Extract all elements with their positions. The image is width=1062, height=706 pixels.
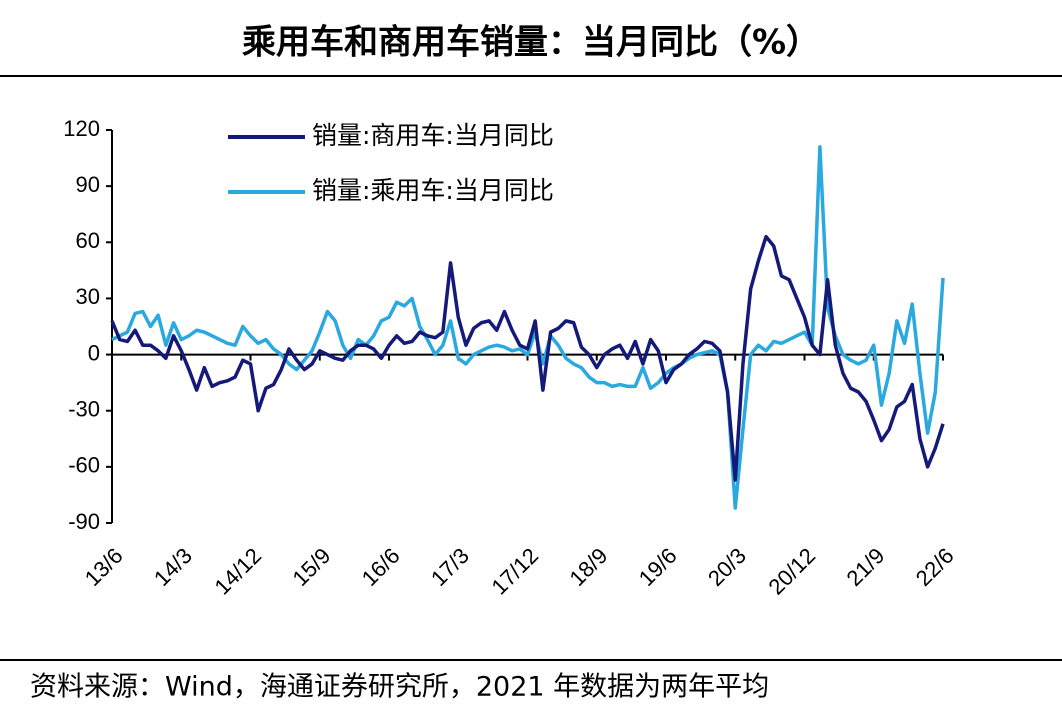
series-line [110, 234, 945, 482]
x-tick-label: 15/9 [287, 543, 335, 591]
y-tick-label: -90 [68, 509, 100, 534]
y-tick-label: 90 [76, 172, 100, 197]
y-tick-label: -30 [68, 397, 100, 422]
x-tick-label: 13/6 [80, 543, 128, 591]
footer: 资料来源：Wind，海通证券研究所，2021 年数据为两年平均 [30, 672, 769, 703]
y-tick-label: 0 [88, 340, 100, 365]
y-tick-label: 30 [76, 284, 100, 309]
x-tick-label: 21/9 [841, 543, 889, 591]
x-tick-label: 17/3 [426, 543, 474, 591]
legend-label: 销量:乘用车:当月同比 [312, 176, 554, 205]
chart-title: 乘用车和商用车销量：当月同比（%） [242, 23, 820, 63]
x-tick-label: 16/6 [357, 543, 405, 591]
x-tick-label: 20/12 [764, 543, 821, 600]
x-tick-label: 20/3 [703, 543, 751, 591]
series-line [111, 145, 945, 510]
x-tick-label: 22/6 [911, 543, 959, 591]
x-tick-label: 18/9 [564, 543, 612, 591]
legend-label: 销量:商用车:当月同比 [312, 121, 554, 150]
y-tick-label: -60 [68, 453, 100, 478]
x-tick-label: 14/12 [210, 543, 267, 600]
y-tick-label: 120 [63, 116, 100, 141]
x-tick-label: 17/12 [487, 543, 544, 600]
x-tick-label: 19/6 [634, 543, 682, 591]
y-tick-label: 60 [76, 228, 100, 253]
x-tick-label: 14/3 [149, 543, 197, 591]
